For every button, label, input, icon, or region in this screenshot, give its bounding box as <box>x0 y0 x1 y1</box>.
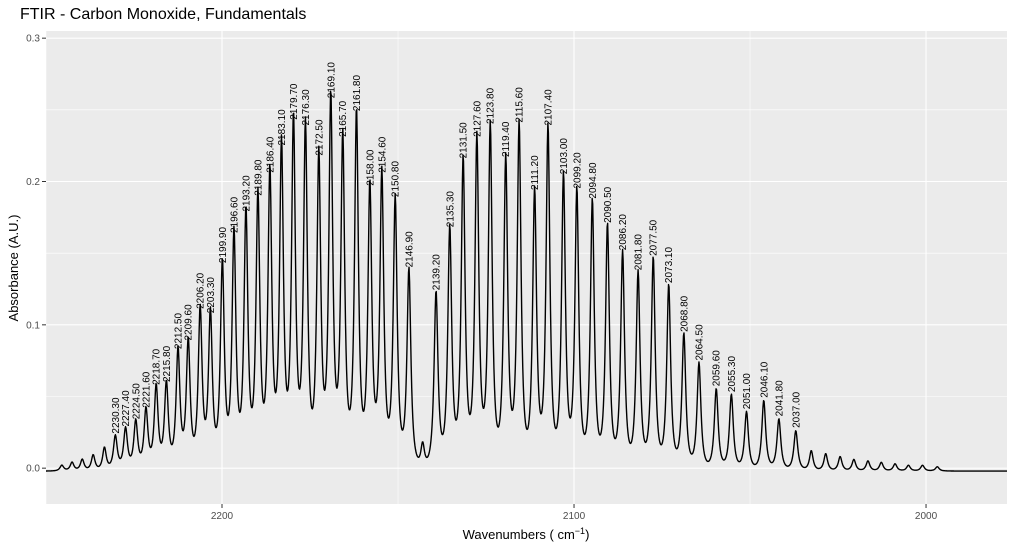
peak-label: 2077.50 <box>649 219 660 256</box>
peak-label: 2037.00 <box>791 391 802 428</box>
peak-label: 2135.30 <box>445 191 456 228</box>
peak-label: 2081.80 <box>634 234 645 271</box>
peak-label: 2127.60 <box>472 100 483 137</box>
peak-label: 2218.70 <box>152 348 163 385</box>
peak-label: 2196.60 <box>230 196 241 233</box>
peak-label: 2224.50 <box>131 383 142 420</box>
y-tick-label: 0.3 <box>26 34 40 45</box>
peak-label: 2068.80 <box>679 295 690 332</box>
peak-label: 2209.60 <box>184 304 195 341</box>
peak-label: 2199.90 <box>218 227 229 264</box>
peak-label: 2176.30 <box>301 89 312 126</box>
x-tick-label: 2000 <box>915 511 938 522</box>
peak-label: 2103.00 <box>559 138 570 175</box>
peak-label: 2227.40 <box>121 390 132 427</box>
peak-label: 2206.20 <box>196 272 207 309</box>
peak-label: 2041.80 <box>774 380 785 417</box>
peak-label: 2094.80 <box>588 162 599 199</box>
peak-label: 2172.50 <box>314 119 325 156</box>
peak-label: 2221.60 <box>142 371 153 408</box>
y-tick-label: 0.0 <box>26 464 40 475</box>
chart-title: FTIR - Carbon Monoxide, Fundamentals <box>20 6 306 23</box>
peak-label: 2086.20 <box>618 214 629 251</box>
peak-label: 2107.40 <box>544 89 555 126</box>
y-tick-label: 0.1 <box>26 320 40 331</box>
peak-label: 2111.20 <box>530 155 541 190</box>
x-axis-title-close: ) <box>585 527 589 542</box>
plot-panel <box>46 31 1007 504</box>
peak-label: 2154.60 <box>377 136 388 173</box>
peak-label: 2215.80 <box>162 345 173 382</box>
peak-label: 2150.80 <box>391 161 402 198</box>
peak-label: 2046.10 <box>759 361 770 398</box>
y-axis-title: Absorbance (A.U.) <box>6 215 21 322</box>
x-axis-title-main: Wavenumbers ( cm <box>463 527 575 542</box>
x-tick-label: 2200 <box>211 511 234 522</box>
peak-label: 2158.00 <box>365 149 376 186</box>
peak-label: 2161.80 <box>352 75 363 112</box>
peak-label: 2059.60 <box>712 350 723 387</box>
peak-label: 2055.30 <box>727 356 738 393</box>
peak-label: 2146.90 <box>404 231 415 268</box>
peak-label: 2183.10 <box>277 109 288 146</box>
x-axis: 2200 2100 2000 <box>211 504 938 522</box>
peak-label: 2169.10 <box>326 62 337 99</box>
x-axis-title: Wavenumbers ( cm−1) <box>463 526 590 542</box>
spectrum-line <box>45 90 1008 472</box>
peak-label: 2131.50 <box>459 122 470 159</box>
peak-label: 2051.00 <box>742 373 753 410</box>
x-axis-title-superscript: −1 <box>575 526 585 536</box>
peak-label: 2212.50 <box>174 313 185 350</box>
peak-label: 2123.80 <box>486 87 497 124</box>
x-tick-label: 2100 <box>563 511 586 522</box>
peak-label: 2090.50 <box>603 186 614 223</box>
peak-label: 2099.20 <box>572 152 583 189</box>
grid-lines <box>45 31 1007 504</box>
peak-label: 2064.50 <box>695 324 706 361</box>
peak-label: 2165.70 <box>338 100 349 137</box>
peak-label: 2230.30 <box>111 397 122 434</box>
peak-label: 2193.20 <box>241 175 252 212</box>
peak-label: 2186.40 <box>265 136 276 173</box>
y-axis: 0.0 0.1 0.2 0.3 <box>26 34 46 475</box>
peak-label: 2189.80 <box>253 159 264 196</box>
y-tick-label: 0.2 <box>26 177 40 188</box>
peak-label: 2119.40 <box>501 121 512 157</box>
peak-label: 2139.20 <box>432 254 443 291</box>
peak-label: 2073.10 <box>664 247 675 284</box>
peak-label: 2203.30 <box>206 277 217 314</box>
peak-label: 2115.60 <box>515 87 526 123</box>
peak-label: 2179.70 <box>289 83 300 120</box>
